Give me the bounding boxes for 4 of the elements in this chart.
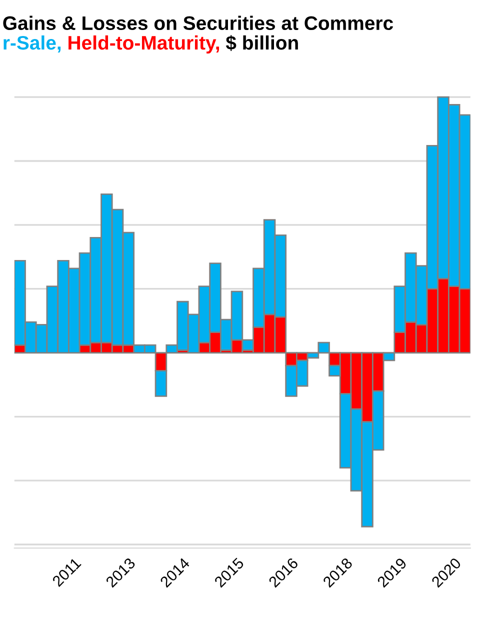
text: r-Sale, — [4, 35, 61, 53]
chart-subtitle: $ billion — [226, 35, 298, 51]
text: Held-to-Maturity, — [68, 35, 219, 54]
chart-title: Gains & Losses on Securities at Commerc — [3, 16, 394, 30]
